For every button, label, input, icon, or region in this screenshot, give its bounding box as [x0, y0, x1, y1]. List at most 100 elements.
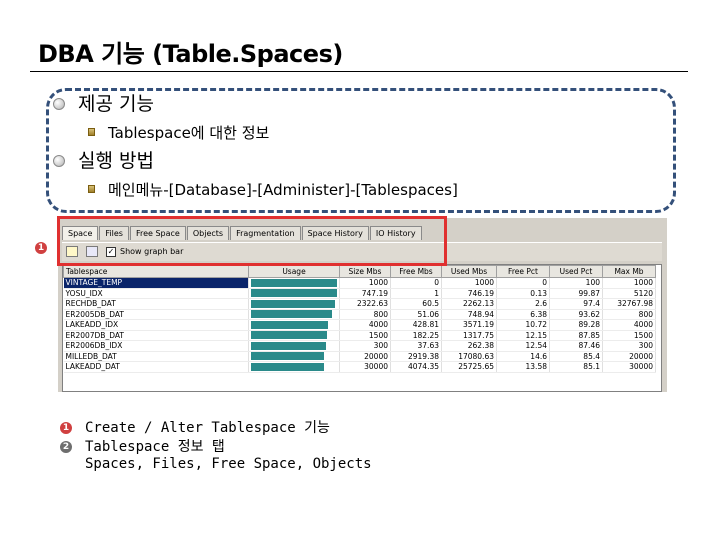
- usage-cell: [248, 319, 340, 331]
- table-cell: 10.72: [496, 319, 550, 331]
- column-header[interactable]: Free Mbs: [390, 265, 442, 278]
- table-cell: 2262.13: [441, 298, 497, 310]
- show-graph-label: Show graph bar: [120, 247, 184, 256]
- table-row[interactable]: ER2006DB_IDX 300 37.63 262.38 12.54 87.46 300: [63, 340, 656, 352]
- column-header[interactable]: Used Mbs: [441, 265, 497, 278]
- edit-tablespace-icon[interactable]: [86, 246, 98, 257]
- table-cell: 85.4: [549, 351, 603, 362]
- page-title: DBA 기능 (Table.Spaces): [38, 40, 343, 68]
- table-cell: VINTAGE_TEMP: [63, 277, 249, 289]
- add-tablespace-icon[interactable]: [66, 246, 78, 257]
- table-cell: 20000: [339, 351, 391, 362]
- table-cell: 1: [390, 288, 442, 299]
- table-cell: ER2005DB_DAT: [63, 309, 249, 320]
- toolbar-highlight: [57, 216, 447, 266]
- tablespace-grid: Tablespace Usage Size Mbs Free Mbs Used …: [62, 264, 662, 392]
- table-row[interactable]: ER2005DB_DAT 800 51.06 748.94 6.38 93.62 800: [63, 309, 656, 320]
- tab-files[interactable]: Files: [99, 226, 129, 240]
- usage-cell: [248, 288, 340, 299]
- table-row[interactable]: MILLEDB_DAT 20000 2919.38 17080.63 14.6 85.4 2…: [63, 351, 656, 362]
- tab-space-history[interactable]: Space History: [301, 226, 369, 240]
- table-cell: 800: [339, 309, 391, 320]
- table-cell: 2.6: [496, 298, 550, 310]
- table-cell: 3571.19: [441, 319, 497, 331]
- table-cell: RECHDB_DAT: [63, 298, 249, 310]
- table-cell: 51.06: [390, 309, 442, 320]
- note-badge-1: 1: [60, 422, 72, 434]
- usage-bar: [251, 299, 335, 308]
- grid-header-row: Tablespace Usage Size Mbs Free Mbs Used …: [63, 265, 656, 278]
- note-line-1: Create / Alter Tablespace 기능: [85, 420, 330, 436]
- usage-cell: [248, 340, 340, 352]
- table-cell: 1500: [339, 330, 391, 341]
- table-row[interactable]: LAKEADD_IDX 4000 428.81 3571.19 10.72 89.28 40…: [63, 319, 656, 331]
- table-cell: 1000: [441, 277, 497, 289]
- table-cell: 32767.98: [602, 298, 656, 310]
- show-graph-checkbox[interactable]: ✓: [106, 247, 116, 257]
- usage-cell: [248, 351, 340, 362]
- table-cell: 99.87: [549, 288, 603, 299]
- table-cell: 5120: [602, 288, 656, 299]
- table-cell: ER2006DB_IDX: [63, 340, 249, 352]
- usage-bar: [251, 341, 327, 350]
- outline-item-features: 제공 기능: [78, 93, 154, 115]
- usage-cell: [248, 309, 340, 320]
- note-line-3: Spaces, Files, Free Space, Objects: [85, 456, 372, 472]
- table-cell: 262.38: [441, 340, 497, 352]
- outline-subitem-features: Tablespace에 대한 정보: [108, 124, 270, 142]
- table-row[interactable]: VINTAGE_TEMP 1000 0 1000 0 100 1000: [63, 277, 656, 289]
- table-cell: 2919.38: [390, 351, 442, 362]
- bullet-icon: [88, 185, 95, 193]
- title-divider: [30, 71, 688, 72]
- table-cell: 0: [496, 277, 550, 289]
- callout-badge-1: 1: [35, 242, 47, 254]
- table-cell: 30000: [602, 361, 656, 373]
- usage-bar: [251, 352, 325, 361]
- usage-bar: [251, 320, 328, 329]
- usage-bar: [251, 362, 325, 371]
- table-cell: 13.58: [496, 361, 550, 373]
- column-header[interactable]: Max Mb: [602, 265, 656, 278]
- tab-objects[interactable]: Objects: [186, 226, 230, 240]
- table-cell: YOSU_IDX: [63, 288, 249, 299]
- bullet-icon: [53, 98, 65, 110]
- table-cell: 1000: [339, 277, 391, 289]
- table-cell: 100: [549, 277, 603, 289]
- usage-cell: [248, 277, 340, 289]
- note-line-2: Tablespace 정보 탭: [85, 439, 225, 455]
- column-header[interactable]: Free Pct: [496, 265, 550, 278]
- table-cell: 4074.35: [390, 361, 442, 373]
- table-row[interactable]: LAKEADD_DAT 30000 4074.35 25725.65 13.58 85.1…: [63, 361, 656, 373]
- table-cell: LAKEADD_IDX: [63, 319, 249, 331]
- table-cell: 800: [602, 309, 656, 320]
- outline-subitem-howto: 메인메뉴-[Database]-[Administer]-[Tablespace…: [108, 181, 458, 199]
- column-header[interactable]: Usage: [248, 265, 340, 278]
- tab-space[interactable]: Space: [62, 226, 99, 240]
- table-cell: 4000: [602, 319, 656, 331]
- column-header[interactable]: Tablespace: [63, 265, 249, 278]
- tab-free-space[interactable]: Free Space: [129, 226, 186, 240]
- table-cell: 0.13: [496, 288, 550, 299]
- tab-fragmentation[interactable]: Fragmentation: [230, 226, 301, 240]
- outline-item-howto: 실행 방법: [78, 150, 154, 172]
- outline-frame: [46, 88, 676, 213]
- usage-cell: [248, 330, 340, 341]
- usage-cell: [248, 361, 340, 373]
- tab-io-history[interactable]: IO History: [369, 226, 422, 240]
- table-cell: 6.38: [496, 309, 550, 320]
- table-cell: 12.54: [496, 340, 550, 352]
- column-header[interactable]: Size Mbs: [339, 265, 391, 278]
- table-row[interactable]: RECHDB_DAT 2322.63 60.5 2262.13 2.6 97.4 32767…: [63, 298, 656, 310]
- table-cell: 20000: [602, 351, 656, 362]
- table-cell: 87.85: [549, 330, 603, 341]
- column-header[interactable]: Used Pct: [549, 265, 603, 278]
- table-cell: 300: [602, 340, 656, 352]
- bullet-icon: [53, 155, 65, 167]
- table-row[interactable]: ER2007DB_DAT 1500 182.25 1317.75 12.15 87.85 1…: [63, 330, 656, 341]
- table-cell: LAKEADD_DAT: [63, 361, 249, 373]
- table-row[interactable]: YOSU_IDX 747.19 1 746.19 0.13 99.87 5120: [63, 288, 656, 299]
- table-cell: 93.62: [549, 309, 603, 320]
- table-cell: 97.4: [549, 298, 603, 310]
- table-cell: ER2007DB_DAT: [63, 330, 249, 341]
- table-cell: 25725.65: [441, 361, 497, 373]
